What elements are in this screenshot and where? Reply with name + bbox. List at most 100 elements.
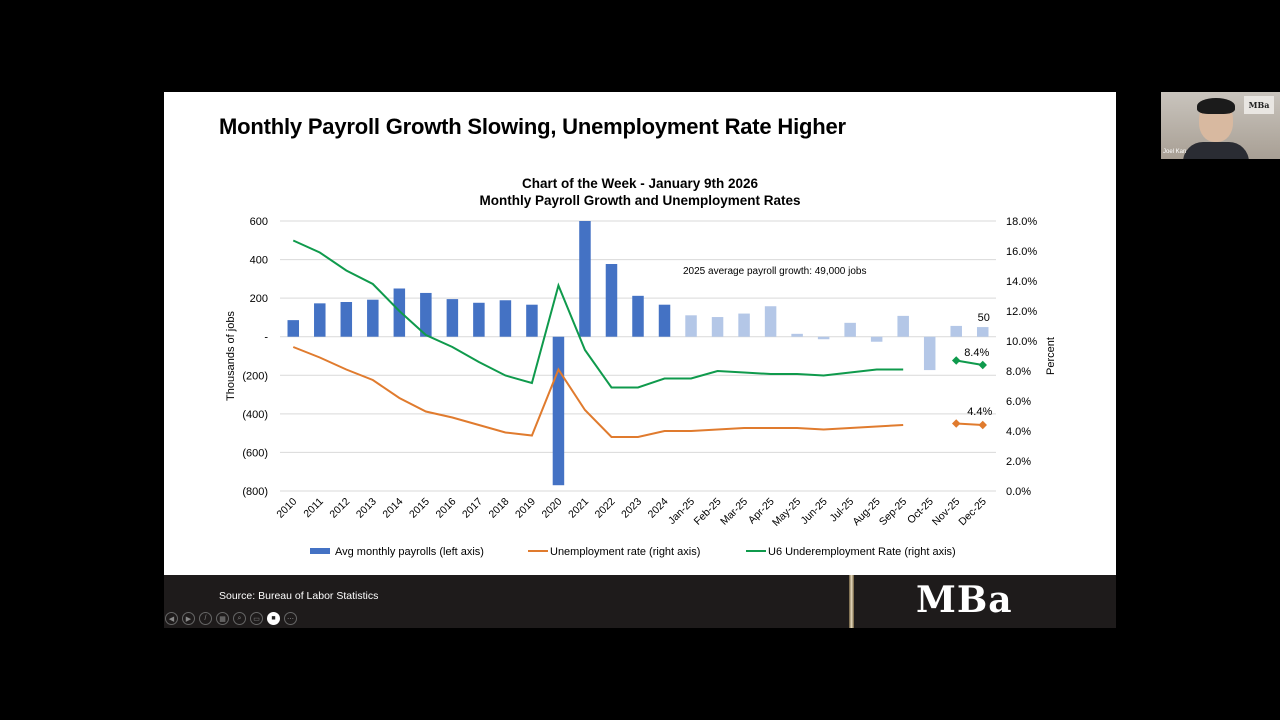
see-all-slides-icon: ▦ [219, 615, 226, 623]
x-axis-label: 2013 [354, 496, 379, 521]
x-axis-label: May-25 [770, 496, 803, 529]
payroll-bar [552, 336, 565, 486]
combo-chart: 600 400 200 - (200) (400) (600) (800) 18.0% 16.0%… [225, 216, 1057, 558]
left-axis-tick: 600 [250, 216, 268, 228]
x-axis-label: 2018 [487, 496, 512, 521]
slide-title: Monthly Payroll Growth Slowing, Unemploy… [219, 114, 846, 139]
unemployment-rate-marker [978, 420, 987, 430]
payroll-bar [976, 327, 989, 337]
more-options-button[interactable]: ⋯ [284, 612, 297, 625]
payroll-bar [579, 221, 591, 337]
right-axis-tick: 0.0% [1006, 486, 1031, 498]
left-axis-tick: (600) [242, 447, 268, 459]
right-axis-tick: 2.0% [1006, 456, 1031, 468]
payroll-bar [711, 317, 724, 337]
avg-payroll-annotation: 2025 average payroll growth: 49,000 jobs [683, 266, 866, 277]
x-axis-label: 2016 [433, 496, 458, 521]
legend-swatch-bar [310, 548, 330, 554]
x-axis-label: Aug-25 [850, 496, 883, 529]
x-axis-label: 2022 [593, 496, 618, 521]
next-slide-button[interactable]: ▶ [182, 612, 195, 625]
payroll-bar [632, 295, 644, 337]
left-axis-label: Thousands of jobs [225, 311, 237, 401]
zoom-icon: ⌕ [237, 614, 242, 622]
x-axis-label: 2011 [301, 496, 326, 521]
left-axis-tick: (400) [242, 409, 268, 421]
u6-rate-marker [978, 360, 987, 370]
x-axis-label: 2010 [274, 496, 299, 521]
right-axis-tick: 16.0% [1006, 246, 1037, 258]
dec-payroll-label: 50 [978, 312, 990, 324]
x-axis-label: Jan-25 [666, 496, 697, 527]
x-axis-label: 2019 [513, 496, 538, 521]
footer-divider [849, 575, 854, 628]
x-axis-label: 2021 [566, 496, 591, 521]
right-axis-label: Percent [1045, 337, 1057, 375]
left-axis-tick: (800) [242, 486, 268, 498]
source-note: Source: Bureau of Labor Statistics [219, 590, 379, 602]
camera-button[interactable]: ■ [267, 612, 280, 625]
payroll-bar [287, 320, 300, 337]
previous-slide-button[interactable]: ◀ [165, 612, 178, 625]
u6-rate-line [292, 239, 904, 389]
unemployment-rate-line [292, 346, 904, 438]
subtitles-icon: ▭ [253, 615, 260, 623]
payroll-bar [817, 336, 830, 340]
payroll-bar [314, 303, 326, 337]
dec-unemployment-label: 4.4% [967, 406, 992, 418]
participant-video-tile[interactable]: MBa Joel Kan [1161, 92, 1280, 159]
x-axis-label: 2012 [327, 496, 352, 521]
payroll-bar [473, 302, 485, 337]
x-axis-label: 2017 [460, 496, 485, 521]
background-logo: MBa [1244, 96, 1274, 114]
next-slide-icon: ▶ [185, 615, 192, 623]
payroll-bar [605, 264, 618, 337]
u6-rate-marker [951, 356, 961, 365]
right-axis-tick: 18.0% [1006, 216, 1037, 228]
payroll-bar [897, 315, 909, 337]
payroll-bar [446, 299, 459, 337]
left-axis-tick: 400 [250, 255, 268, 267]
slide-footer: Source: Bureau of Labor Statistics MBa [164, 575, 1116, 628]
zoom-button[interactable]: ⌕ [233, 612, 246, 625]
participant-body [1183, 142, 1249, 159]
see-all-slides-button[interactable]: ▦ [216, 612, 229, 625]
right-axis-tick: 10.0% [1006, 336, 1037, 348]
more-options-icon: ⋯ [287, 615, 294, 623]
mba-logo: MBa [916, 579, 1013, 621]
payroll-bar [367, 299, 379, 337]
presenter-controls: ◀ ▶ / ▦ ⌕ ▭ ■ ⋯ [165, 612, 297, 625]
right-axis-tick: 14.0% [1006, 276, 1037, 288]
right-axis-tick: 12.0% [1006, 306, 1037, 318]
u6-rate-line [956, 359, 983, 366]
x-axis-label: Jun-25 [799, 496, 830, 527]
right-axis-tick: 6.0% [1006, 396, 1031, 408]
payroll-bar [658, 304, 671, 337]
payroll-bar [791, 333, 803, 337]
left-axis-tick: (200) [242, 370, 268, 382]
x-axis-label: Mar-25 [718, 496, 750, 528]
payroll-bar [738, 313, 750, 337]
payroll-bar [685, 315, 697, 337]
payroll-bar [950, 325, 962, 337]
presentation-slide: Monthly Payroll Growth Slowing, Unemploy… [164, 92, 1116, 628]
pen-tool-icon: / [204, 615, 207, 622]
previous-slide-icon: ◀ [168, 615, 175, 623]
payroll-bar [844, 322, 856, 337]
payroll-bar [923, 336, 936, 371]
pen-tool-button[interactable]: / [199, 612, 212, 625]
payroll-bar [870, 336, 883, 342]
subtitles-button[interactable]: ▭ [250, 612, 263, 625]
x-axis-label: Nov-25 [930, 496, 963, 529]
payroll-bar [526, 304, 538, 337]
legend-entry: Unemployment rate (right axis) [550, 546, 700, 558]
x-axis-label: 2020 [540, 496, 565, 521]
x-axis-label: 2015 [407, 496, 432, 521]
legend-entry: Avg monthly payrolls (left axis) [335, 546, 484, 558]
unemployment-rate-line [956, 422, 983, 426]
chart-title: Chart of the Week - January 9th 2026 [521, 176, 759, 191]
unemployment-rate-marker [951, 419, 961, 428]
x-axis-label: Sep-25 [877, 496, 910, 529]
participant-hair [1197, 98, 1235, 114]
x-axis-label: 2014 [380, 496, 405, 521]
